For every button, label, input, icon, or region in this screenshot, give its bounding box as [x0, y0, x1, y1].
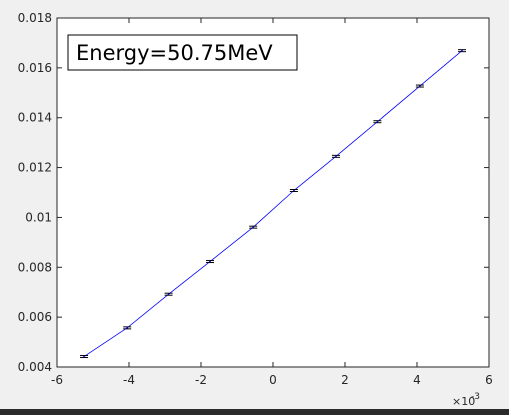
y-tick-label: 0.004 — [18, 360, 52, 374]
bottom-bar — [0, 409, 509, 415]
x-tick-label: 4 — [413, 373, 421, 387]
error-bar — [123, 326, 132, 330]
x-exponent-label: ×10 -3 — [452, 392, 480, 408]
y-tick-label: 0.008 — [18, 260, 52, 274]
data-point — [376, 120, 379, 123]
data-point — [167, 293, 170, 296]
error-bar — [206, 260, 214, 264]
x-tick-label: -4 — [123, 373, 135, 387]
x-tick-labels: -6 -4 -2 0 2 4 6 — [51, 373, 493, 387]
data-point — [461, 49, 463, 52]
error-bar — [249, 225, 258, 229]
y-tick-label: 0.006 — [18, 310, 52, 324]
x-exponent-power: -3 — [471, 392, 480, 402]
x-tick-label: 6 — [485, 373, 493, 387]
x-tick-label: 0 — [269, 373, 277, 387]
error-bar — [332, 154, 340, 158]
y-tick-label: 0.01 — [25, 210, 52, 224]
annotation-box: Energy=50.75MeV — [67, 34, 298, 71]
data-point — [293, 189, 295, 192]
error-bar — [80, 355, 88, 359]
y-tick-label: 0.014 — [18, 111, 52, 125]
y-tick-label: 0.018 — [18, 11, 52, 25]
x-exponent-base: ×10 — [452, 395, 475, 408]
error-bar — [415, 84, 424, 88]
data-series — [83, 50, 463, 357]
error-bar — [289, 189, 298, 193]
data-point — [252, 226, 254, 228]
axis-ticks — [56, 17, 490, 368]
error-bars — [80, 49, 466, 359]
data-point — [209, 260, 211, 263]
y-tick-labels: 0.004 0.006 0.008 0.01 0.012 0.014 0.016 0.018 — [18, 11, 52, 374]
data-point — [83, 355, 85, 358]
error-bar — [373, 120, 382, 124]
x-tick-label: -6 — [51, 373, 63, 387]
series-line — [83, 50, 463, 357]
annotation-text: Energy=50.75MeV — [76, 41, 273, 65]
data-point — [335, 155, 337, 158]
plot-area — [56, 17, 490, 368]
y-tick-label: 0.016 — [18, 61, 52, 75]
data-point — [126, 327, 128, 329]
error-bar — [164, 292, 173, 296]
data-point — [419, 85, 421, 87]
y-tick-label: 0.012 — [18, 161, 52, 175]
x-tick-label: 2 — [341, 373, 349, 387]
x-tick-label: -2 — [195, 373, 207, 387]
error-bar — [458, 49, 466, 53]
